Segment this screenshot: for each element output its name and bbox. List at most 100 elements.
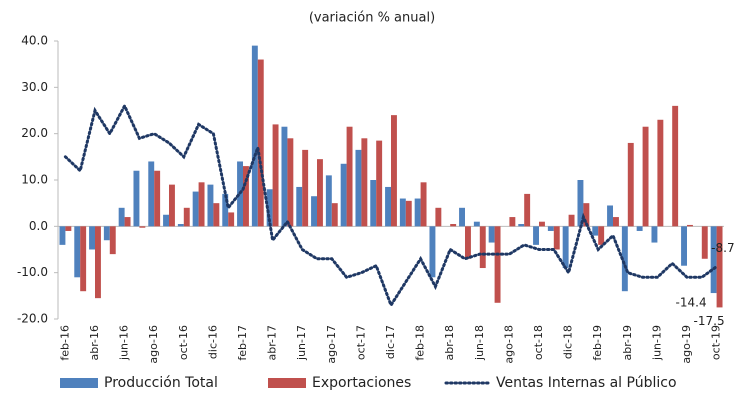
bar [124,217,131,227]
x-tick-label: feb-19 [591,325,604,361]
bar [177,224,184,227]
bar [109,226,116,255]
bar [607,205,613,227]
bar [473,221,480,227]
bar [524,193,531,227]
bar [95,226,101,299]
line [63,102,719,309]
bar [568,214,575,227]
x-tick-label: abr-16 [88,325,101,361]
bar [296,186,303,227]
x-tick-label: feb-16 [58,325,71,361]
x-tick-label: feb-18 [414,325,427,361]
bar [420,182,427,227]
legend-label: Producción Total [104,375,218,391]
bar [213,203,220,227]
x-tick-label: feb-17 [236,325,249,361]
bar [325,175,332,227]
x-tick-label: oct-18 [532,325,545,360]
bar [139,226,146,228]
bar [192,191,199,227]
bar [450,224,457,227]
bar [509,217,516,227]
bar [385,186,391,227]
bar [414,198,421,227]
x-tick-label: ago-18 [502,325,515,364]
bar [636,226,643,231]
bar [317,159,323,227]
bar [287,138,294,227]
bar [681,226,687,266]
bar [465,226,471,259]
bar [361,138,368,227]
bar [340,163,347,227]
bar [376,140,383,227]
bar [251,45,258,227]
bar [657,119,664,227]
bar [103,226,110,241]
bar [583,203,590,227]
x-tick-label: dic-18 [562,325,575,359]
x-tick-label: oct-19 [710,325,723,360]
bar [577,180,584,227]
bar [533,226,539,245]
bar [598,226,605,245]
data-label: -8.7 [711,241,734,255]
bar [553,226,560,250]
bar [89,226,95,250]
bar [459,207,465,227]
bar [80,226,87,292]
legend-label: Exportaciones [312,375,411,391]
bar [518,224,525,227]
bar [627,142,634,227]
x-tick-label: abr-18 [443,325,456,361]
bar [494,226,501,303]
bar [222,193,229,227]
y-tick-label: -10.0 [17,265,48,279]
x-tick-label: jun-16 [118,325,131,361]
y-tick-label: 10.0 [21,173,48,187]
bar [59,226,66,245]
bar [687,224,693,227]
bar [621,226,628,292]
bar [370,180,377,227]
bar [562,226,569,269]
x-tick-label: jun-18 [473,325,486,361]
legend-swatch [268,378,306,388]
x-tick-label: dic-16 [206,325,219,359]
bar [183,207,190,227]
x-tick-label: ago-19 [680,325,693,364]
bar [642,126,649,227]
bar [169,184,175,227]
bar [163,214,169,227]
bar [716,226,723,308]
bar [651,226,658,243]
bar [355,149,362,227]
bar [118,207,125,227]
bar [243,166,249,227]
bar [479,226,486,269]
bar [592,226,599,236]
x-tick-label: abr-17 [266,325,279,361]
legend-label: Ventas Internas al Público [496,375,677,391]
bar [65,226,72,231]
bar [435,207,442,227]
bar [539,221,545,227]
y-tick-label: 0.0 [29,219,48,233]
data-label: -17.5 [694,314,725,328]
y-tick-label: 30.0 [21,80,48,94]
bar [228,212,235,227]
bar [311,196,317,227]
bar [391,115,397,227]
bar [488,226,495,243]
bar [154,170,161,227]
x-tick-label: ago-17 [325,325,338,364]
bar [429,226,436,278]
bar [701,226,708,259]
y-tick-label: -20.0 [17,312,48,326]
y-tick-label: 40.0 [21,34,48,48]
bar [405,200,412,227]
bar [331,203,338,227]
x-tick-label: oct-17 [354,325,367,360]
